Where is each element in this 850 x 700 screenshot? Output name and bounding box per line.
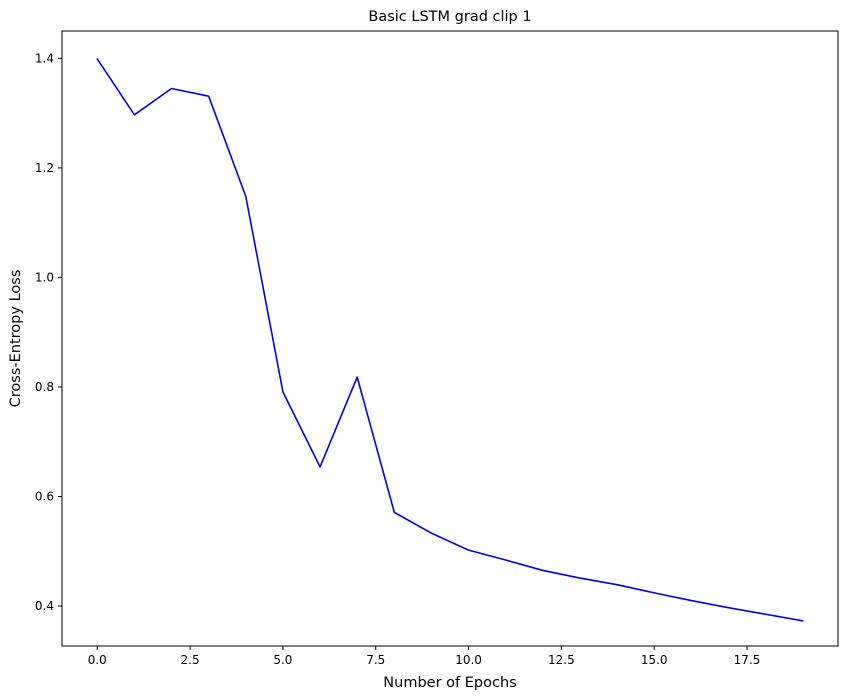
plot-frame	[61, 30, 839, 647]
x-tick-label: 2.5	[181, 653, 200, 667]
x-tick-label: 5.0	[273, 653, 292, 667]
x-tick-label: 7.5	[366, 653, 385, 667]
chart-title: Basic LSTM grad clip 1	[368, 9, 531, 25]
x-axis: 0.0 2.5 5.0 7.5 10.0 12.5 15.0 17.5	[88, 646, 761, 667]
y-tick-label: 0.8	[35, 380, 54, 394]
y-tick-label: 1.2	[35, 161, 54, 175]
plot-area	[61, 30, 839, 647]
y-tick-label: 1.4	[35, 51, 54, 65]
y-tick-label: 0.4	[35, 599, 54, 613]
y-tick-label: 0.6	[35, 489, 54, 503]
x-tick-label: 17.5	[734, 653, 761, 667]
x-tick-label: 0.0	[88, 653, 107, 667]
x-tick-label: 15.0	[641, 653, 668, 667]
series-layer	[96, 58, 804, 622]
y-tick-label: 1.0	[35, 270, 54, 284]
y-axis-label: Cross-Entropy Loss	[8, 270, 24, 408]
series-line	[96, 58, 804, 622]
y-axis: 0.4 0.6 0.8 1.0 1.2 1.4	[35, 51, 62, 613]
x-tick-label: 12.5	[548, 653, 575, 667]
x-axis-label: Number of Epochs	[383, 675, 516, 691]
x-tick-label: 10.0	[455, 653, 482, 667]
